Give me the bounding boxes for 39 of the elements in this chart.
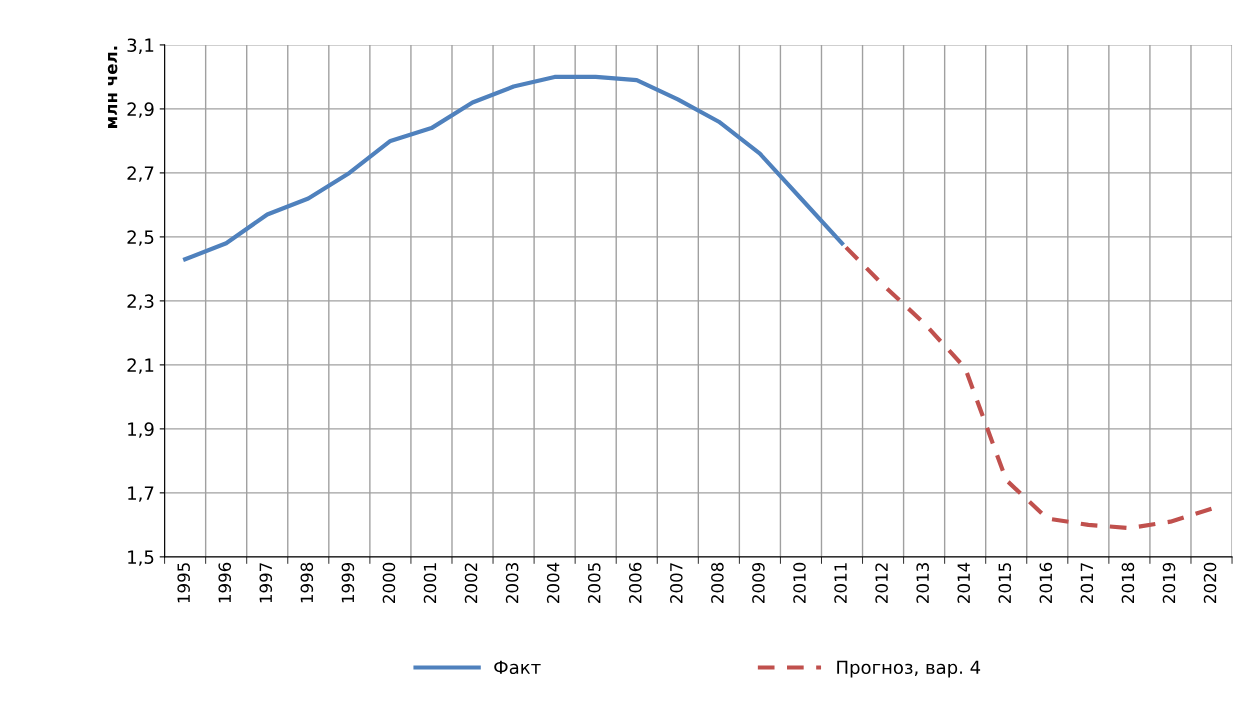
y-tick-label: 2,3: [127, 294, 154, 310]
x-tick-label: 2004: [546, 562, 560, 603]
x-tick-label: 1996: [218, 562, 232, 603]
x-tick-label: 2003: [505, 563, 519, 603]
x-tick-label: 2005: [587, 563, 601, 603]
x-tick-label: 2017: [1080, 563, 1094, 603]
x-tick-label: 1999: [341, 562, 355, 603]
x-tick-label: 2019: [1162, 562, 1176, 603]
legend-label: Факт: [494, 660, 541, 675]
x-tick-label: 2007: [670, 563, 683, 603]
x-tick-label: 2020: [1203, 562, 1217, 603]
x-tick-label: 2013: [916, 563, 929, 603]
x-tick-label: 2016: [1039, 562, 1053, 603]
x-tick-label: 2015: [998, 563, 1012, 603]
y-tick-label: 1,7: [128, 486, 154, 502]
x-tick-label: 1998: [300, 562, 314, 603]
y-tick-label: 2,1: [127, 358, 154, 374]
y-axis-title: млн чел.: [107, 46, 118, 128]
x-tick-label: 1997: [259, 563, 273, 603]
x-tick-label: 2009: [752, 562, 765, 603]
x-tick-label: 2006: [628, 562, 642, 603]
y-tick-label: 1,9: [128, 422, 154, 438]
x-tick-label: 2000: [382, 562, 396, 603]
x-tick-label: 2011: [834, 563, 847, 603]
x-tick-label: 2010: [793, 562, 806, 603]
x-tick-label: 2018: [1121, 562, 1135, 603]
y-tick-label: 2,5: [127, 230, 154, 246]
x-tick-label: 2014: [957, 562, 971, 603]
y-tick-label: 3,1: [127, 38, 154, 54]
y-tick-label: 2,9: [127, 102, 154, 118]
x-tick-label: 2001: [423, 563, 437, 603]
x-tick-label: 2002: [464, 563, 478, 603]
line-series: [183, 74, 845, 262]
x-tick-label: 2008: [711, 562, 724, 603]
y-tick-label: 1,5: [128, 550, 154, 566]
x-tick-label: 1995: [177, 563, 190, 603]
y-tick-label: 2,7: [127, 166, 154, 182]
x-tick-label: 2012: [875, 563, 888, 603]
legend-label: Прогноз, вар. 4: [837, 660, 981, 678]
